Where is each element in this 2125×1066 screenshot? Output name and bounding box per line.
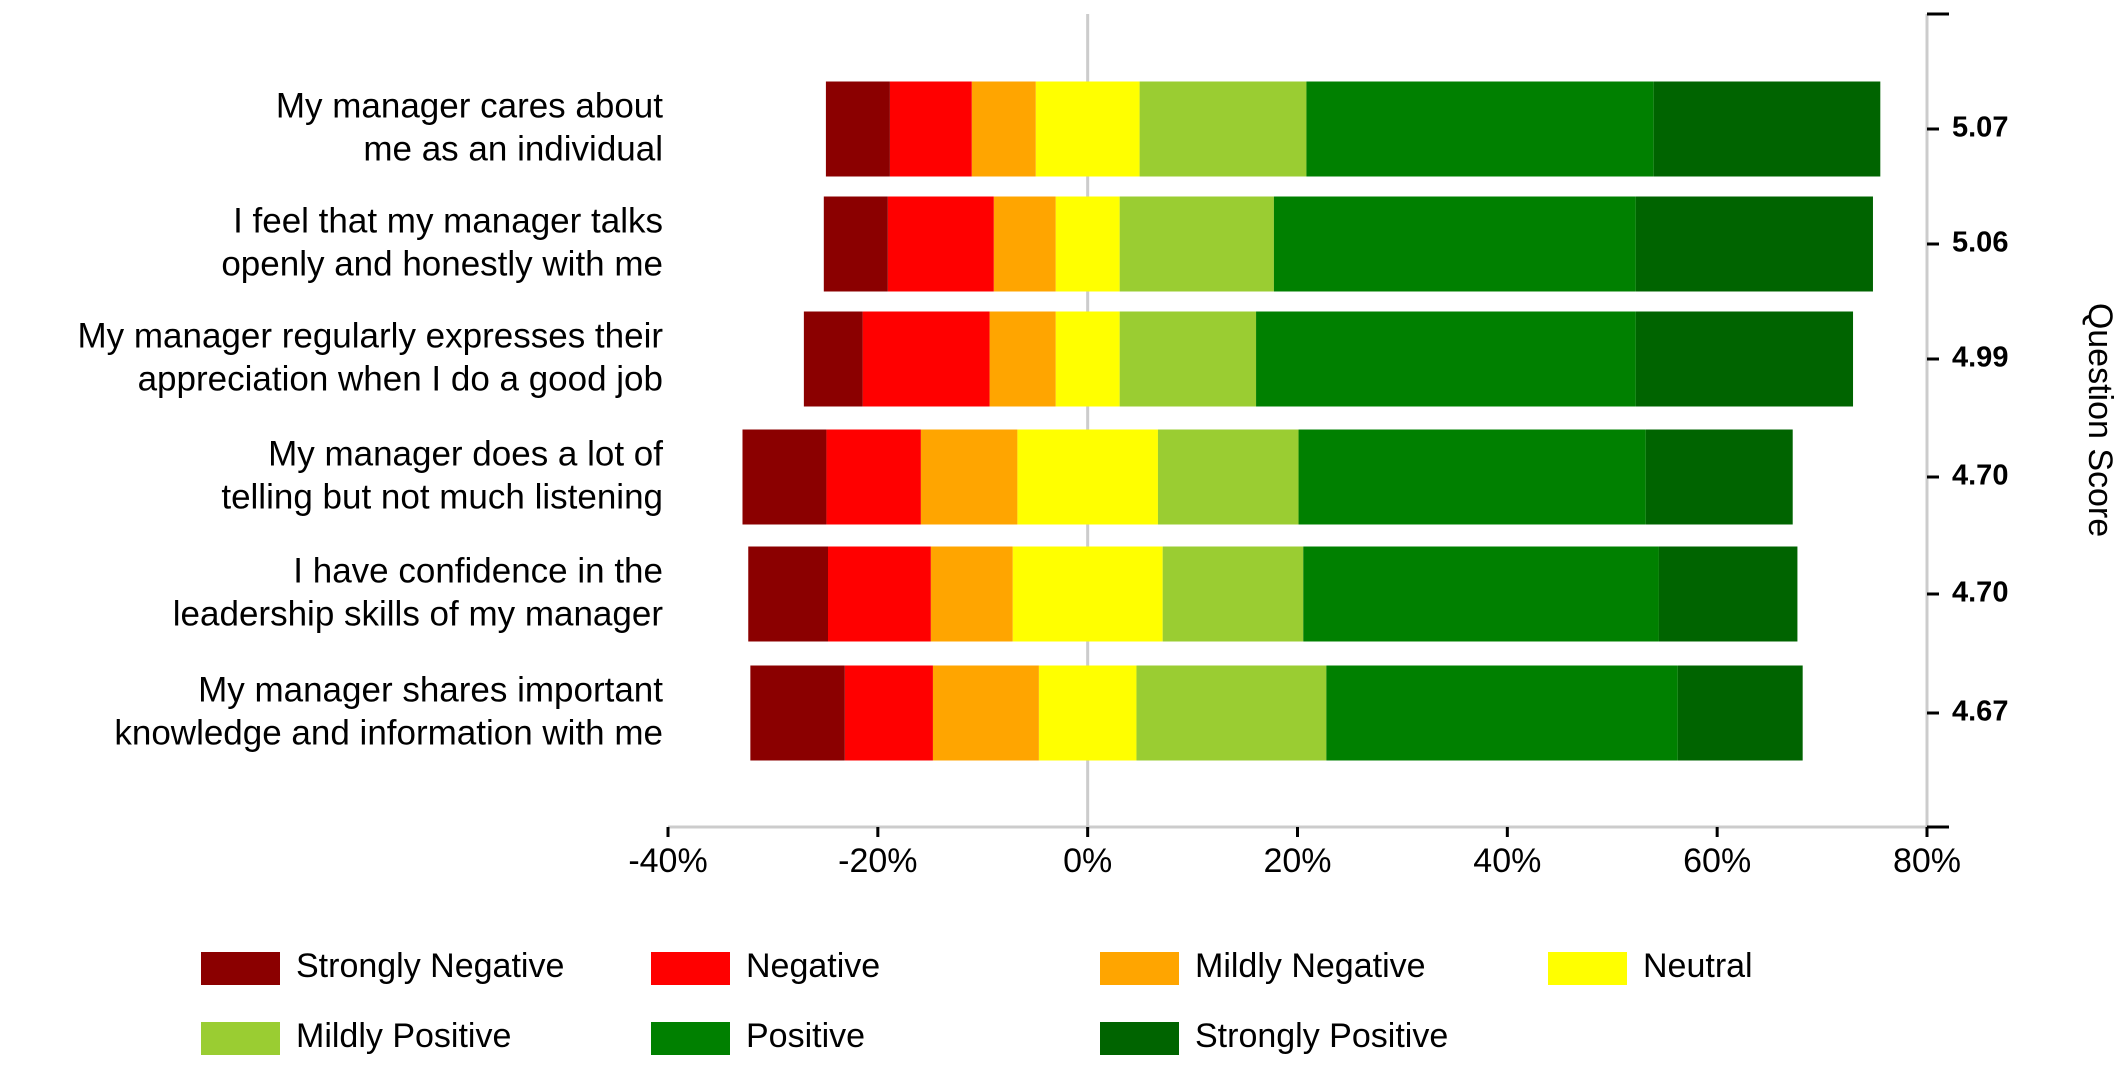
bar-segment (1635, 196, 1873, 292)
bar-segment (1119, 311, 1257, 407)
x-tick-label: 0% (1063, 842, 1112, 880)
category-label: I have confidence in the (293, 551, 663, 590)
y2-tick-label: 4.70 (1952, 460, 2008, 492)
legend-label: Strongly Positive (1195, 1017, 1448, 1055)
legend-swatch (651, 952, 730, 985)
category-label: openly and honestly with me (221, 244, 663, 283)
bar-segment (932, 665, 1039, 761)
legend-swatch (1548, 952, 1627, 985)
bar-segment (1139, 81, 1307, 177)
bar-segment (844, 665, 933, 761)
y2-tick-label: 4.99 (1952, 342, 2008, 374)
category-label: me as an individual (363, 129, 663, 168)
bar-segment (742, 429, 827, 525)
bar-segment (748, 546, 828, 642)
legend-swatch (201, 1022, 280, 1055)
bar-segment (1119, 196, 1274, 292)
legend-swatch (1100, 952, 1179, 985)
bar-segment (825, 81, 890, 177)
bar-segment (1136, 665, 1327, 761)
category-label: leadership skills of my manager (173, 594, 664, 633)
category-label: My manager cares about (276, 86, 663, 125)
legend-label: Negative (746, 947, 880, 985)
bar-segment (1653, 81, 1881, 177)
bar-segment (862, 311, 990, 407)
category-label: appreciation when I do a good job (138, 359, 663, 398)
x-tick-label: 40% (1473, 842, 1541, 880)
legend-label: Neutral (1643, 947, 1753, 985)
bar-segment (989, 311, 1056, 407)
x-tick-label: -40% (628, 842, 707, 880)
bar-segment (1035, 81, 1140, 177)
x-tick-label: 60% (1683, 842, 1751, 880)
x-tick-label: -20% (838, 842, 917, 880)
bar-segment (1658, 546, 1798, 642)
legend-label: Mildly Negative (1195, 947, 1426, 985)
y2-axis-label: Question Score (2081, 303, 2119, 537)
x-tick-label: 80% (1893, 842, 1961, 880)
bar-segment (1038, 665, 1137, 761)
bar-segment (803, 311, 863, 407)
bar-segment (920, 429, 1018, 525)
bar-segment (1017, 429, 1158, 525)
bar-segment (1157, 429, 1299, 525)
bar-segment (1645, 429, 1793, 525)
bar-segment (1273, 196, 1636, 292)
y2-tick-label: 5.06 (1952, 227, 2008, 259)
bar-segment (889, 81, 972, 177)
legend-label: Positive (746, 1017, 865, 1055)
legend-label: Mildly Positive (296, 1017, 511, 1055)
category-label: telling but not much listening (221, 477, 663, 516)
bar-segment (823, 196, 888, 292)
bar-segment (930, 546, 1013, 642)
bar-segment (1298, 429, 1646, 525)
y2-tick-label: 5.07 (1952, 112, 2008, 144)
bar-segment (1635, 311, 1854, 407)
category-label: My manager regularly expresses their (77, 316, 663, 355)
bar-segment (1306, 81, 1654, 177)
bar-segment (826, 429, 921, 525)
bar-segment (993, 196, 1056, 292)
bar-segment (1303, 546, 1659, 642)
category-label: I feel that my manager talks (233, 201, 663, 240)
category-label: My manager does a lot of (268, 434, 663, 473)
bar-segment (1162, 546, 1304, 642)
bar-segment (827, 546, 931, 642)
x-tick-label: 20% (1263, 842, 1331, 880)
legend-label: Strongly Negative (296, 947, 564, 985)
category-label: knowledge and information with me (114, 713, 663, 752)
bar-segment (750, 665, 845, 761)
bar-segment (1677, 665, 1803, 761)
legend-swatch (1100, 1022, 1179, 1055)
legend-swatch (201, 952, 280, 985)
legend-swatch (651, 1022, 730, 1055)
y2-tick-label: 4.70 (1952, 577, 2008, 609)
bar-segment (971, 81, 1036, 177)
bar-segment (1256, 311, 1636, 407)
bar-segment (887, 196, 994, 292)
bar-segment (1055, 311, 1120, 407)
bar-segment (1012, 546, 1163, 642)
bar-segment (1055, 196, 1120, 292)
bar-segment (1326, 665, 1678, 761)
y2-tick-label: 4.67 (1952, 696, 2008, 728)
category-label: My manager shares important (198, 670, 663, 709)
